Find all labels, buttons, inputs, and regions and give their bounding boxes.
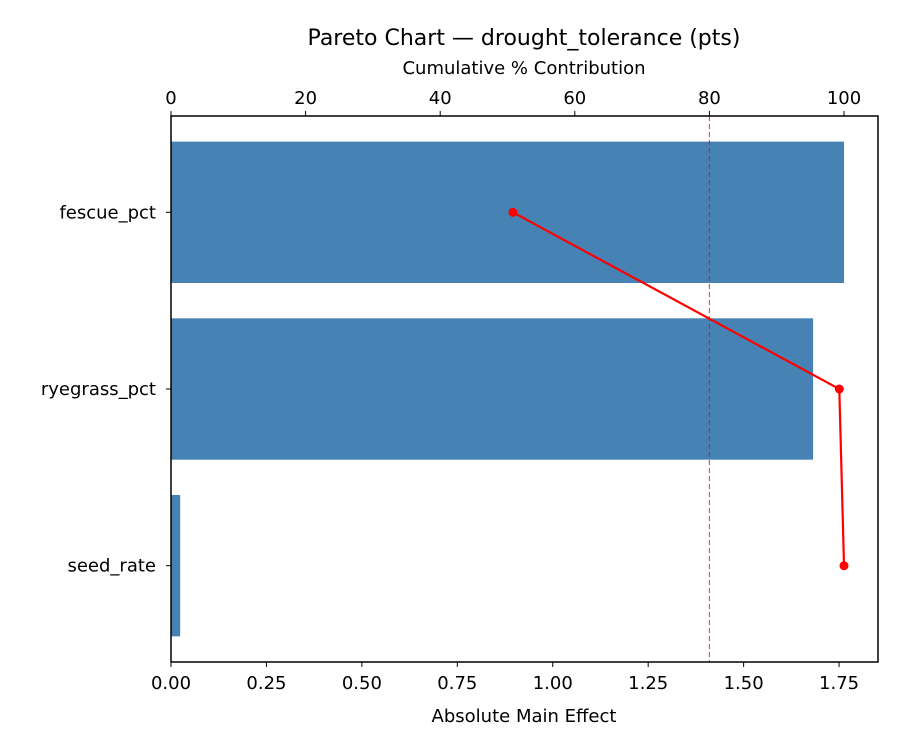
bar-seed_rate [171,495,181,637]
x2-tick-label: 20 [294,88,317,109]
x-tick-label: 0.50 [342,673,382,694]
y-tick-label: fescue_pct [59,202,156,223]
bar-ryegrass_pct [171,318,814,460]
y-tick-label: seed_rate [67,556,156,577]
x2-tick-label: 100 [827,88,861,109]
x-tick-label: 1.50 [724,673,764,694]
cumulative-point [834,384,844,394]
bar-fescue_pct [171,141,845,283]
x-tick-label: 0.75 [437,673,477,694]
cumulative-point [839,561,849,571]
chart-title: Pareto Chart — drought_tolerance (pts) [308,26,741,51]
x-tick-label: 0.25 [246,673,286,694]
x2-tick-label: 40 [429,88,452,109]
bottom-axis-label: Absolute Main Effect [432,706,617,727]
x-tick-label: 1.25 [628,673,668,694]
x2-tick-label: 0 [165,88,176,109]
x2-tick-label: 60 [563,88,586,109]
x2-tick-label: 80 [698,88,721,109]
top-axis-label: Cumulative % Contribution [402,58,645,79]
cumulative-point [508,207,518,217]
x-tick-label: 0.00 [151,673,191,694]
x-tick-label: 1.00 [533,673,573,694]
y-tick-label: ryegrass_pct [41,379,156,400]
x-tick-label: 1.75 [819,673,859,694]
